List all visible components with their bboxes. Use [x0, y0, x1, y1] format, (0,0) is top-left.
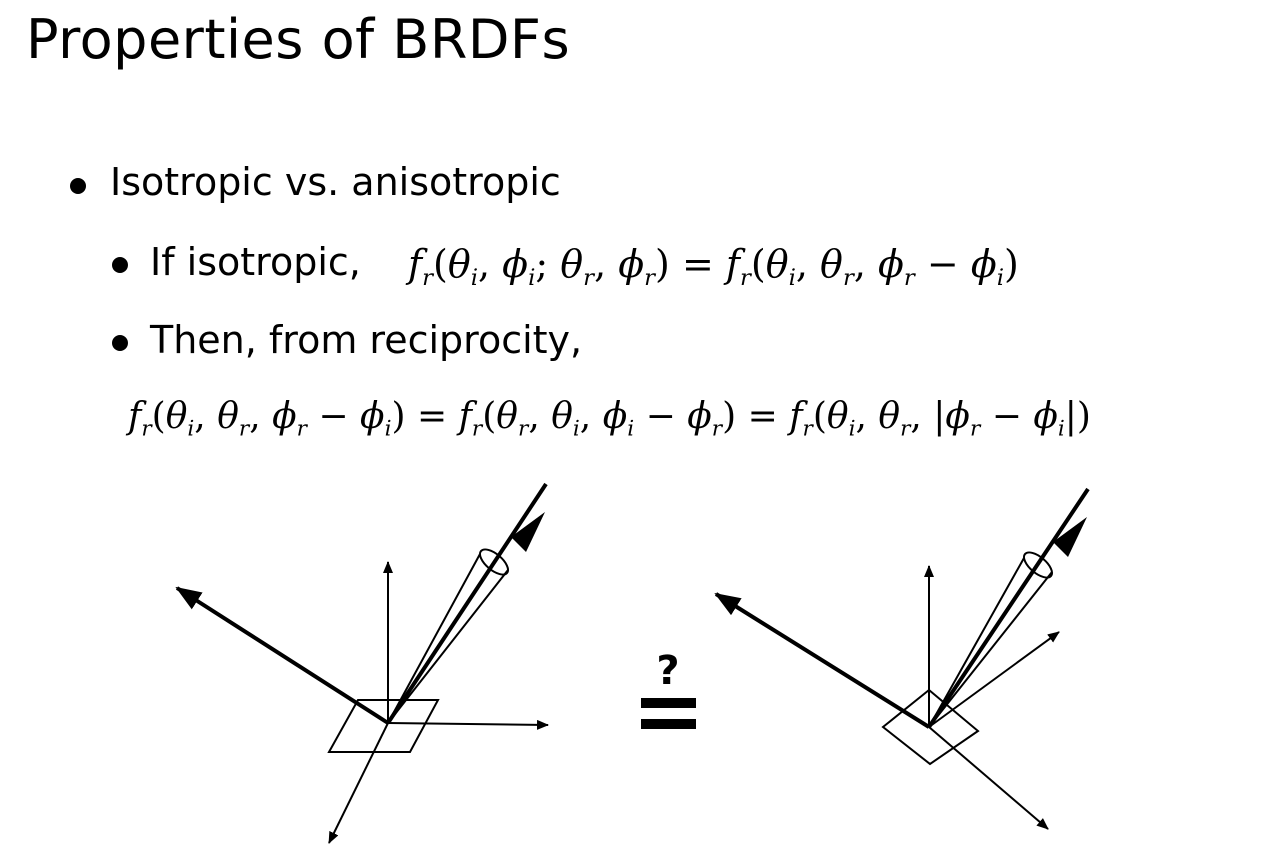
left-outgoing-arrow — [175, 586, 390, 725]
right-x-axis — [928, 631, 1060, 728]
question-mark: ? — [656, 648, 679, 694]
left-brdf-diagram — [175, 482, 549, 844]
right-incoming-arrow — [927, 487, 1090, 729]
right-y-axis — [928, 726, 1049, 830]
question-equals-symbol: ? — [641, 648, 696, 729]
bullet-if-isotropic: If isotropic, — [150, 240, 361, 284]
right-cone-edge — [928, 557, 1025, 728]
bullet-reciprocity: Then, from reciprocity, — [150, 318, 583, 362]
left-cone-edge — [387, 569, 509, 724]
right-cone-edge — [928, 571, 1053, 728]
left-incoming-arrowhead — [511, 512, 545, 552]
right-brdf-diagram — [714, 487, 1090, 830]
equals-bar-top — [641, 698, 696, 708]
left-incoming-arrow — [386, 482, 548, 725]
right-surface-patch — [881, 688, 980, 766]
bullet-dot — [112, 257, 128, 273]
left-surface-patch — [327, 699, 440, 753]
reciprocity-equation: fr(θi, θr, ϕr − ϕi) = fr(θr, θi, ϕi − ϕr… — [128, 396, 1091, 442]
left-x-axis — [387, 719, 549, 730]
left-y-axis — [328, 722, 389, 844]
brdf-diagram: ? — [175, 482, 1090, 844]
right-incoming-arrowhead — [1053, 517, 1087, 557]
left-cone-edge — [387, 553, 481, 724]
isotropic-equation: fr(θi, ϕi; θr, ϕr) = fr(θi, θr, ϕr − ϕi) — [408, 242, 1019, 291]
slide-title: Properties of BRDFs — [26, 8, 571, 71]
bullet-dot — [112, 335, 128, 351]
right-outgoing-arrow — [714, 592, 931, 729]
equals-bar-bottom — [641, 719, 696, 729]
bullet-isotropic-vs-anisotropic: Isotropic vs. anisotropic — [110, 160, 561, 204]
bullet-dot — [70, 178, 86, 194]
